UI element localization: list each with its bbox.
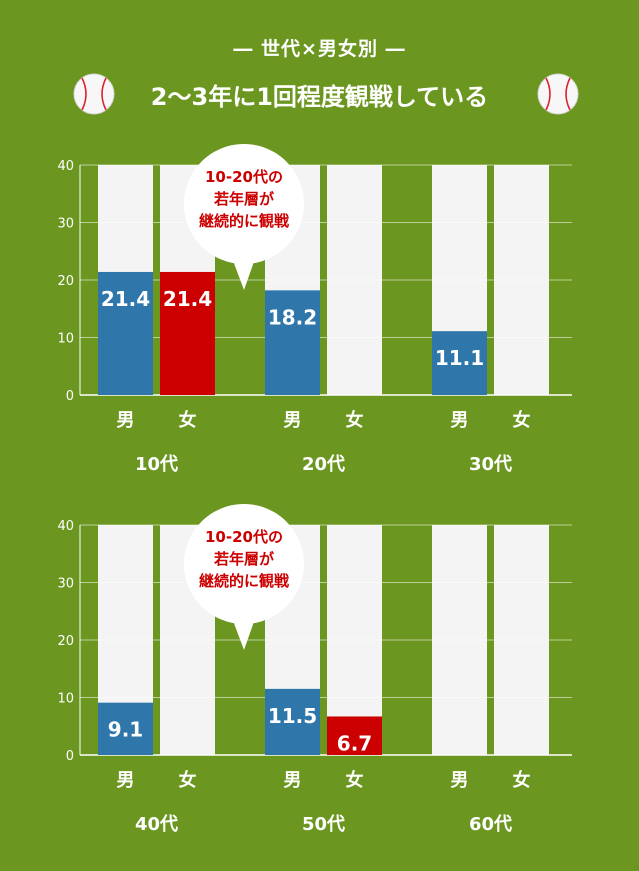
sex-label: 男 — [284, 410, 302, 431]
sex-label: 女 — [346, 769, 364, 791]
y-tick-label: 40 — [57, 159, 74, 174]
male-bar — [432, 331, 487, 395]
callout-bubble: 10-20代の 若年層が 継続的に観戦 — [180, 140, 308, 290]
sex-label: 女 — [179, 769, 197, 791]
age-group-label: 20代 — [302, 454, 345, 475]
bar-value-label: 11.5 — [268, 704, 317, 728]
chart-subtitle: ― 世代×男女別 ― — [233, 38, 406, 60]
baseball-icon — [73, 73, 115, 115]
bar-value-label: 21.4 — [163, 287, 212, 311]
sex-label: 男 — [451, 410, 469, 431]
y-tick-label: 40 — [57, 519, 74, 534]
male-bar — [265, 688, 320, 755]
y-tick-label: 20 — [57, 274, 74, 289]
callout-line: 10-20代の — [205, 168, 283, 186]
callout-line: 継続的に観戦 — [198, 212, 289, 230]
male-bar — [98, 271, 153, 395]
y-tick-label: 0 — [66, 749, 74, 764]
age-group-label: 40代 — [135, 814, 178, 835]
y-tick-label: 30 — [57, 217, 74, 232]
chart-young-generations: 0 10 20 30 40 21.4 男 21.4 女 10代 18.2 男 女 20代 11.1 男 女 30代 — [0, 150, 639, 480]
age-group-label: 10代 — [135, 454, 178, 475]
baseball-icon — [537, 73, 579, 115]
chart-title: 2〜3年に1回程度観戦している — [150, 83, 489, 111]
bar-value-label: 21.4 — [101, 287, 150, 311]
sex-label: 女 — [346, 409, 364, 431]
y-tick-label: 20 — [57, 634, 74, 649]
y-tick-label: 0 — [66, 389, 74, 404]
sex-label: 男 — [117, 770, 135, 791]
bar-value-label: 6.7 — [337, 731, 372, 755]
callout-line: 継続的に観戦 — [198, 572, 289, 590]
callout-bubble-shape — [183, 144, 304, 290]
female-bar — [160, 271, 215, 395]
sex-label: 女 — [513, 769, 531, 791]
callout-line: 若年層が — [213, 190, 274, 208]
bar-chart-svg: 0 10 20 30 40 9.1 男 女 40代 11.5 男 6.7 女 50代 男 女 60代 — [57, 519, 572, 835]
sex-label: 男 — [451, 770, 469, 791]
bar-chart-svg: 0 10 20 30 40 21.4 男 21.4 女 10代 18.2 男 女 20代 11.1 男 女 30代 — [57, 159, 572, 475]
age-group-label: 30代 — [469, 454, 512, 475]
sex-label: 男 — [117, 410, 135, 431]
sex-label: 女 — [179, 409, 197, 431]
chart-older-generations: 0 10 20 30 40 9.1 男 女 40代 11.5 男 6.7 女 50代 男 女 60代 — [0, 510, 639, 840]
y-tick-label: 10 — [57, 692, 74, 707]
callout-bubble-shape — [183, 504, 304, 650]
callout-line: 若年層が — [213, 550, 274, 568]
bar-value-label: 18.2 — [268, 305, 317, 329]
female-bar — [327, 716, 382, 755]
callout-bubble: 10-20代の 若年層が 継続的に観戦 — [180, 500, 308, 650]
bar-value-label: 11.1 — [435, 346, 484, 370]
bar-value-label: 9.1 — [108, 718, 143, 742]
callout-text: 10-20代の 若年層が 継続的に観戦 — [180, 166, 308, 232]
age-group-label: 60代 — [469, 814, 512, 835]
male-bar — [98, 702, 153, 755]
age-group-label: 50代 — [302, 814, 345, 835]
header: ― 世代×男女別 ― 2〜3年に1回程度観戦している — [0, 0, 639, 130]
callout-line: 10-20代の — [205, 528, 283, 546]
callout-text: 10-20代の 若年層が 継続的に観戦 — [180, 526, 308, 592]
sex-label: 女 — [513, 409, 531, 431]
y-tick-label: 10 — [57, 332, 74, 347]
y-tick-label: 30 — [57, 577, 74, 592]
sex-label: 男 — [284, 770, 302, 791]
male-bar — [265, 290, 320, 395]
